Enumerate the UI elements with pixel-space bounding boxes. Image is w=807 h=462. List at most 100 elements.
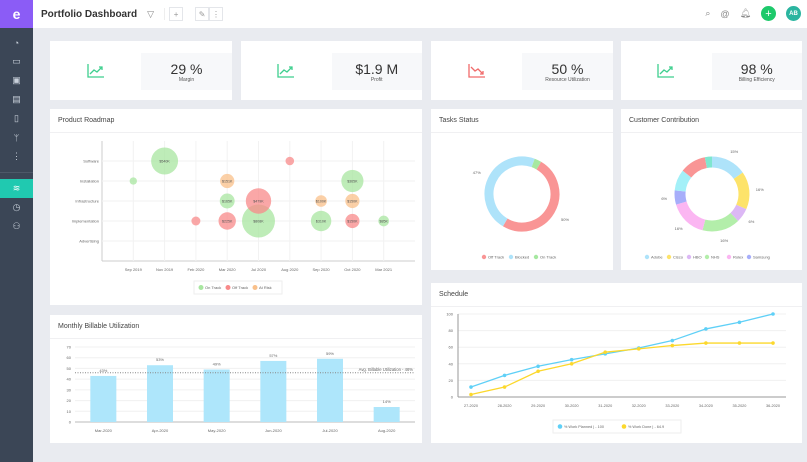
legend-label: Samsung: [753, 255, 770, 260]
bubble-label: $365K: [347, 180, 358, 184]
legend-marker: [666, 254, 672, 260]
donut-slice: [711, 156, 743, 180]
document-icon[interactable]: ▯: [14, 113, 19, 123]
data-point: [502, 385, 507, 389]
y-tick-label: 100: [446, 312, 453, 317]
kpi-card: $1.9 M Profit: [241, 41, 422, 100]
branch-icon[interactable]: ᛘ: [13, 132, 20, 143]
data-point: [704, 327, 708, 331]
more-options-icon[interactable]: ⋮: [209, 7, 224, 21]
average-label: Avg. Billable Utilization - 46%: [359, 367, 414, 372]
bubble-label: $808K: [253, 220, 264, 224]
card-title: Customer Contribution: [621, 109, 802, 133]
donut-slice: [502, 161, 560, 232]
add-widget-button[interactable]: +: [169, 7, 184, 21]
bubble: [129, 177, 137, 185]
slice-label: 16%: [756, 187, 764, 192]
legend-marker: [686, 254, 692, 260]
bubble-label: $151K: [222, 180, 233, 184]
x-tick-label: Sep 2019: [125, 267, 143, 272]
y-tick-label: 0: [451, 395, 454, 400]
x-tick-label: 32-2020: [632, 404, 646, 408]
bubble: [310, 210, 332, 232]
trend-up-icon: [86, 64, 104, 78]
briefcase-icon[interactable]: ▭: [12, 56, 21, 66]
bell-icon[interactable]: 🔔︎: [739, 8, 751, 18]
x-tick-label: Oct 2020: [344, 267, 361, 272]
bubble-label: $540K: [159, 160, 170, 164]
card-title: Schedule: [431, 283, 802, 307]
bar-label: 14%: [383, 399, 391, 404]
x-tick-label: 29-2020: [531, 404, 545, 408]
donut-slice: [702, 212, 739, 232]
x-tick-label: 33-2020: [665, 404, 679, 408]
divider: [164, 8, 166, 20]
app-logo[interactable]: e: [0, 0, 33, 28]
slice-label: 47%: [473, 170, 481, 175]
clipboard-icon[interactable]: ▣: [12, 75, 21, 85]
y-tick-label: Infrastructure: [75, 199, 99, 204]
y-tick-label: 80: [449, 328, 454, 333]
slice-label: 50%: [561, 217, 569, 222]
y-tick-label: 60: [449, 345, 454, 350]
bubble: [151, 147, 179, 175]
series-line: [470, 342, 773, 396]
x-tick-label: 27-2020: [464, 404, 478, 408]
kpi-card: 29 % Margin: [50, 41, 232, 100]
bar-label: 43%: [99, 368, 107, 373]
bubble: [378, 215, 390, 227]
legend-label: Rolex: [733, 255, 743, 260]
donut-slice: [531, 158, 542, 170]
chart-icon[interactable]: ≋: [0, 179, 33, 198]
kpi-value: 29 %: [170, 61, 203, 77]
x-tick-label: Mar-2020: [95, 428, 113, 433]
kpi-value: 50 %: [551, 61, 584, 77]
create-button[interactable]: +: [761, 6, 776, 21]
data-point: [469, 385, 473, 389]
clock-icon[interactable]: ◷: [12, 202, 21, 212]
edit-icon[interactable]: ✎: [195, 7, 210, 21]
legend-label: NHS: [711, 255, 720, 260]
dashboard-icon[interactable]: ◔: [13, 37, 20, 48]
customer-contribution-chart: 15% 16% 6% 16% 16% 6% Adobe Cisco HBO NHS Rolex Sam…: [644, 149, 770, 260]
data-point: [536, 369, 540, 374]
billable-utilization-card: Monthly Billable Utilization 0 10 20 30 40 50…: [50, 315, 422, 443]
bubble-label: $310K: [316, 220, 327, 224]
x-tick-label: 36-2020: [766, 404, 780, 408]
legend-marker: [198, 285, 204, 290]
tasks-status-card: Tasks Status 50% 47% Off Track Blocked On Tr…: [431, 109, 613, 270]
user-settings-icon[interactable]: ⚇: [12, 221, 21, 231]
filter-icon[interactable]: ▽: [147, 8, 155, 19]
y-tick-label: 0: [69, 420, 72, 425]
x-tick-label: Sep 2020: [313, 267, 331, 272]
search-icon[interactable]: ⌕: [705, 8, 711, 18]
sidebar: e ◔ ▭ ▣ ▤ ▯ ᛘ ⋮ ≋ ◷ ⚇: [0, 0, 33, 462]
donut-slice: [733, 172, 750, 210]
donut-slice: [676, 201, 706, 231]
bubble: [191, 216, 201, 226]
more-icon[interactable]: ⋮: [12, 151, 21, 161]
images-icon[interactable]: ▤: [12, 94, 21, 104]
y-tick-label: 10: [67, 409, 72, 414]
y-tick-label: 60: [67, 355, 72, 360]
data-point: [569, 357, 574, 362]
slice-label: 6%: [748, 219, 754, 224]
avatar[interactable]: AB: [786, 6, 801, 21]
product-roadmap-chart: Sep 2019 Nov 2019 Feb 2020 Mar 2020 Jul 2020…: [72, 141, 415, 295]
bubble: [285, 156, 295, 166]
mention-icon[interactable]: @: [720, 8, 730, 19]
bubble-label: $225K: [222, 220, 233, 224]
x-tick-label: Jul 2020: [251, 267, 267, 272]
legend-label: % Work Done | - 64.9: [628, 425, 664, 429]
x-tick-label: Mar 2021: [375, 267, 393, 272]
bar: [90, 375, 117, 422]
legend-marker: [726, 254, 732, 260]
legend-marker: [621, 424, 627, 429]
legend-marker: [557, 424, 563, 429]
kpi-value: 98 %: [740, 61, 773, 77]
schedule-chart: 0 20 40 60 80 100 27-2020 28-2020 29-2020 30-2020…: [446, 312, 786, 434]
legend-label: Blocked: [515, 255, 529, 260]
legend-marker: [252, 285, 258, 290]
data-point: [704, 341, 708, 345]
data-point: [636, 347, 641, 351]
